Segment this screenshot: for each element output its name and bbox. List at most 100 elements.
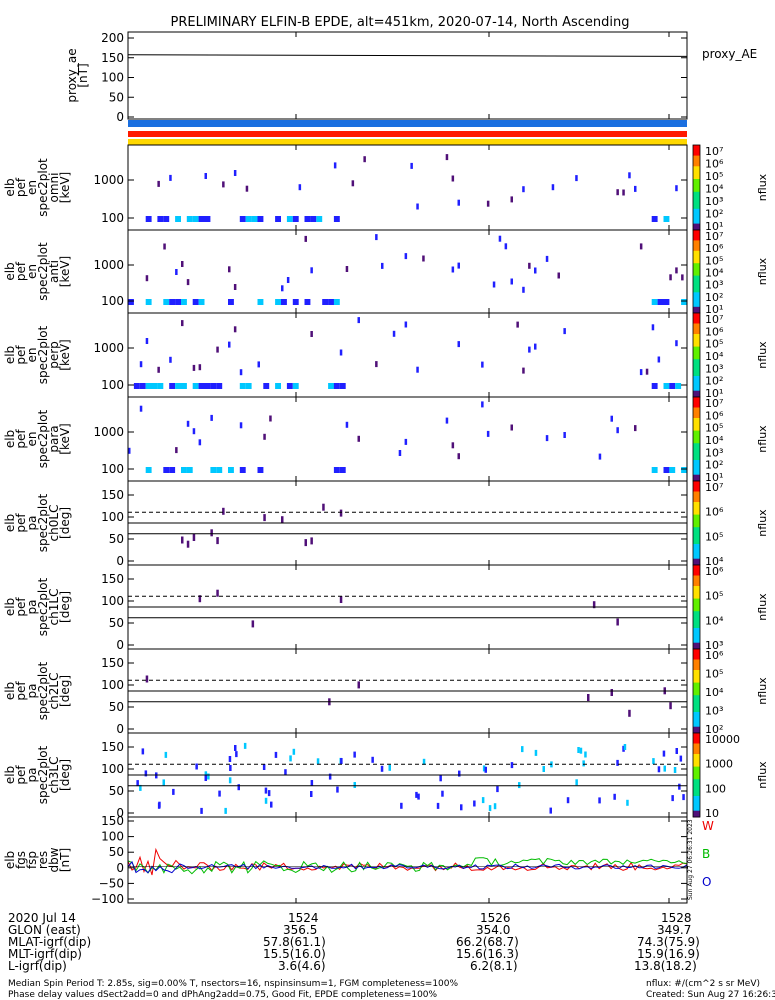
- ylabel-p3-0: elb: [3, 346, 17, 364]
- ylabel-p8-2: pa: [25, 768, 39, 783]
- cbar-tick-p5-2: 10⁵: [705, 530, 723, 543]
- ylabel-p4-0: elb: [3, 430, 17, 448]
- cbar-tick-p3-6: 10¹: [705, 387, 723, 400]
- cbar-tick-p4-0: 10⁷: [705, 397, 723, 410]
- ylabel-p6-0: elb: [3, 598, 17, 616]
- ylabel-p1-4: omni: [47, 173, 61, 203]
- cbar-tick-p3-1: 10⁶: [705, 325, 724, 338]
- ytick-p7-3: 0: [116, 722, 124, 736]
- cbar-tick-p2-6: 10¹: [705, 303, 723, 316]
- ylabel-p9-4: dbw: [47, 847, 61, 872]
- cbar-tick-p8-2: 100: [705, 782, 726, 795]
- cbar-tick-p1-2: 10⁵: [705, 170, 723, 183]
- ch2lc-spectrogram-cells: [145, 675, 672, 717]
- cbar-label-p7: nflux: [756, 677, 769, 705]
- cbar-tick-p2-0: 10⁷: [705, 230, 723, 243]
- ylabel-p1-0: elb: [3, 178, 17, 196]
- cbar-label-p4: nflux: [756, 425, 769, 453]
- colorbar-7: [693, 649, 700, 734]
- cbar-tick-p4-4: 10³: [705, 446, 723, 459]
- ytick-p5-0: 150: [101, 488, 124, 502]
- cbar-tick-p1-3: 10⁴: [705, 183, 724, 196]
- colorbar-3: [693, 313, 700, 398]
- ylabel-p6-5: [deg]: [58, 591, 72, 623]
- omni-spectrogram-cells: [145, 154, 678, 222]
- panel-frame-2: [127, 229, 688, 314]
- ytick-p9-0: 150: [101, 814, 124, 828]
- cbar-label-p6: nflux: [756, 593, 769, 621]
- cbar-tick-p3-4: 10³: [705, 362, 723, 375]
- orbit-bar-blue: [128, 120, 687, 127]
- cbar-label-p8: nflux: [756, 761, 769, 789]
- residual-line-w: [127, 847, 688, 876]
- ytick-p3-0: 1000: [93, 341, 124, 355]
- ylabel-p6-2: pa: [25, 600, 39, 615]
- ytick-p0-1: 150: [101, 51, 124, 65]
- ylabel-p9-0: elb: [3, 851, 17, 869]
- ytick-p6-1: 100: [101, 594, 124, 608]
- ylabel-p7-4: ch2LC: [47, 673, 61, 710]
- ylabel-p5-4: ch0LC: [47, 505, 61, 542]
- cbar-tick-p2-5: 10²: [705, 291, 723, 304]
- ylabel-p5-0: elb: [3, 514, 17, 532]
- ylabel-p7-0: elb: [3, 682, 17, 700]
- cbar-tick-p6-2: 10⁴: [705, 614, 724, 627]
- ylabel-p4-5: [keV]: [58, 423, 72, 454]
- ylabel-p4-1: pef: [14, 429, 28, 449]
- ytick-p5-1: 100: [101, 510, 124, 524]
- cbar-tick-p1-6: 10¹: [705, 220, 723, 233]
- ytick-p8-2: 50: [109, 784, 124, 798]
- cbar-tick-p3-5: 10²: [705, 375, 723, 388]
- cbar-tick-p4-2: 10⁵: [705, 422, 723, 435]
- cbar-tick-p4-3: 10⁴: [705, 434, 724, 447]
- cbar-tick-p1-0: 10⁷: [705, 145, 723, 158]
- ylabel-p5-5: [deg]: [58, 507, 72, 539]
- cbar-label-p1: nflux: [756, 173, 769, 201]
- plot-timestamp: Sun Aug 27 06:26:31 2023: [687, 819, 694, 900]
- cbar-tick-p7-2: 10⁴: [705, 686, 724, 699]
- legend-w: W: [702, 819, 714, 833]
- cbar-tick-p7-1: 10⁵: [705, 668, 723, 681]
- colorbar-6: [693, 565, 700, 650]
- cbar-tick-p7-4: 10²: [705, 723, 723, 736]
- cbar-tick-p1-4: 10³: [705, 195, 723, 208]
- colorbar-2: [693, 230, 700, 314]
- ylabel-p2-2: en: [25, 264, 39, 279]
- ytick-p2-0: 1000: [93, 258, 124, 272]
- ytick-p8-0: 150: [101, 740, 124, 754]
- ylabel-p8-4: ch3LC: [47, 757, 61, 794]
- colorbar-4: [693, 397, 700, 482]
- cbar-tick-p5-3: 10⁴: [705, 555, 724, 568]
- orbit-bar-red: [128, 131, 687, 137]
- cbar-tick-p5-0: 10⁷: [705, 481, 723, 494]
- ylabel-p0-1: [nT]: [76, 63, 90, 87]
- cbar-tick-p8-0: 10000: [705, 733, 740, 746]
- ytick-p9-5: −100: [91, 892, 124, 906]
- ylabel-p1-5: [keV]: [58, 172, 72, 203]
- proxy-ae-right-label: proxy_AE: [702, 47, 757, 61]
- cbar-label-p2: nflux: [756, 257, 769, 285]
- cbar-tick-p2-4: 10³: [705, 279, 723, 292]
- orbit-bar-yellow: [128, 139, 687, 145]
- cbar-tick-p1-5: 10²: [705, 208, 723, 221]
- ylabel-p2-4: anti: [47, 260, 61, 283]
- ylabel-p1-2: en: [25, 180, 39, 195]
- ytick-p2-1: 100: [101, 294, 124, 308]
- cbar-tick-p7-0: 10⁶: [705, 649, 724, 662]
- cbar-tick-p2-3: 10⁴: [705, 267, 724, 280]
- ylabel-p7-2: pa: [25, 684, 39, 699]
- proxy-ae-line: [127, 54, 688, 57]
- ytick-p7-1: 100: [101, 678, 124, 692]
- ytick-p9-3: 0: [116, 861, 124, 875]
- ylabel-p9-5: [nT]: [58, 848, 72, 872]
- ylabel-p9-1: fgs: [14, 851, 28, 869]
- ytick-p7-0: 150: [101, 656, 124, 670]
- cbar-tick-p6-1: 10⁵: [705, 590, 723, 603]
- ylabel-p8-0: elb: [3, 766, 17, 784]
- legend-o: O: [702, 875, 711, 889]
- ylabel-p5-2: pa: [25, 516, 39, 531]
- cbar-tick-p4-1: 10⁶: [705, 409, 724, 422]
- ytick-p5-2: 50: [109, 532, 124, 546]
- ytick-p4-1: 100: [101, 462, 124, 476]
- ytick-p7-2: 50: [109, 700, 124, 714]
